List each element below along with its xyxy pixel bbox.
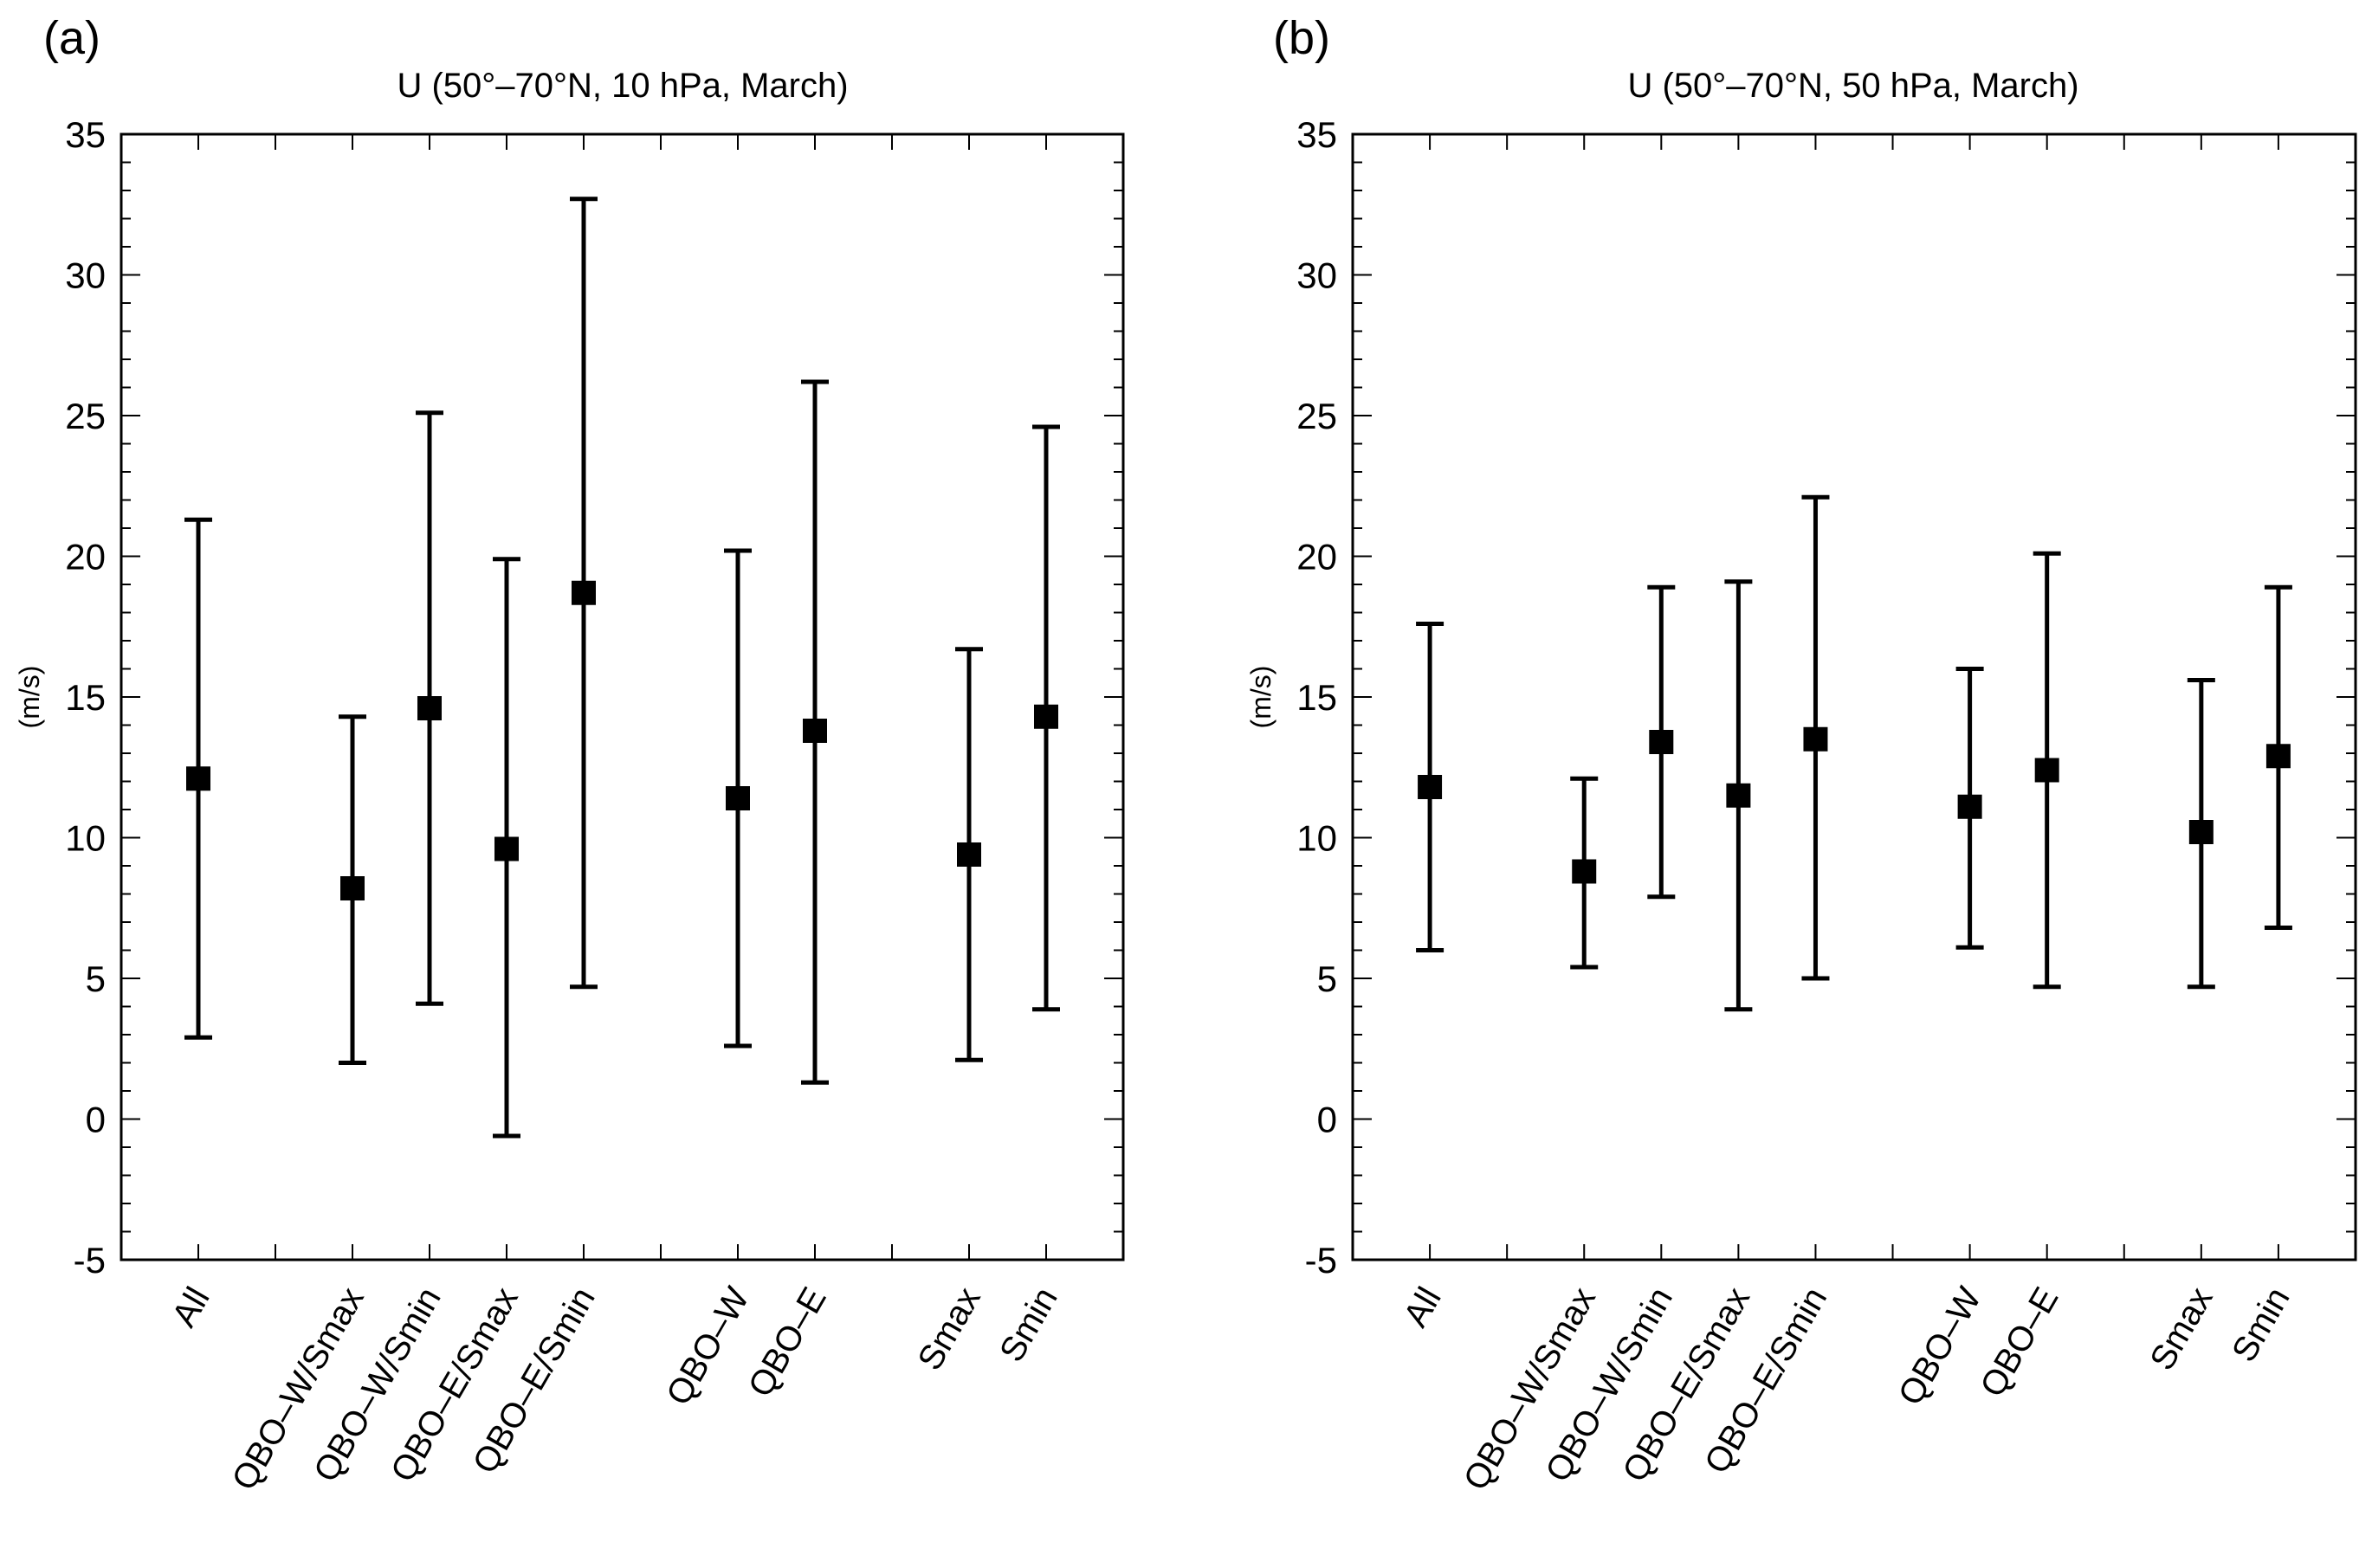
panel-label: (a) [43,12,100,64]
y-tick-label: 35 [1296,114,1337,155]
data-point [1649,730,1674,754]
data-point [417,696,442,720]
data-point [726,786,750,810]
data-point [1803,726,1828,752]
data-point [186,766,210,791]
y-tick-label: 10 [65,818,106,859]
y-tick-label: 15 [1296,677,1337,718]
data-point [2265,744,2291,769]
data-point [572,580,596,605]
data-point [1957,794,1982,819]
panel-a: (a) U (50°–70°N, 10 hPa, March) -5 0 5 10 15 20… [14,12,1125,1497]
data-point [340,876,365,900]
y-tick-label: 30 [1296,255,1337,296]
data-point [1418,775,1443,799]
x-tick-label: Smin [992,1281,1065,1369]
y-tick-label: 15 [65,677,106,718]
y-tick-label: 35 [65,114,106,155]
y-axis-label: (m/s) [14,666,45,729]
x-tick-label: Smin [2225,1281,2298,1369]
x-tick-label: QBO–W [1891,1281,1989,1411]
chart-title: U (50°–70°N, 50 hPa, March) [1627,67,2078,105]
y-tick-label: -5 [74,1240,106,1281]
plot-frame [120,132,1125,1261]
x-tick-label: QBO–W [659,1281,757,1411]
y-tick-label: 25 [1296,396,1337,436]
data-point [1572,859,1597,884]
panel-b: (b) U (50°–70°N, 50 hPa, March) -5 0 5 10 15 20… [1245,12,2357,1497]
y-tick-label: 0 [1317,1100,1337,1140]
y-tick-label: -5 [1305,1240,1337,1281]
x-tick-label: Smax [2143,1281,2220,1378]
data-point [1034,704,1058,729]
y-axis-label: (m/s) [1245,666,1276,729]
data-point [803,719,827,743]
x-tick-label: All [165,1281,217,1333]
y-tick-label: 20 [1296,537,1337,578]
y-tick-label: 10 [1296,818,1337,859]
y-tick-label: 20 [65,537,106,578]
data-point [2188,820,2214,844]
y-tick-label: 5 [1317,958,1337,999]
panel-label: (b) [1273,12,1330,64]
x-tick-label: All [1397,1281,1449,1333]
x-tick-label: Smax [911,1281,988,1378]
data-point [494,836,519,861]
data-point [957,842,981,867]
chart-title: U (50°–70°N, 10 hPa, March) [397,67,848,105]
y-tick-label: 0 [86,1100,106,1140]
plot-frame [1351,132,2357,1261]
y-tick-label: 5 [86,958,106,999]
y-tick-label: 25 [65,396,106,436]
y-tick-label: 30 [65,255,106,296]
data-point [2034,758,2059,783]
data-point [1726,783,1751,808]
